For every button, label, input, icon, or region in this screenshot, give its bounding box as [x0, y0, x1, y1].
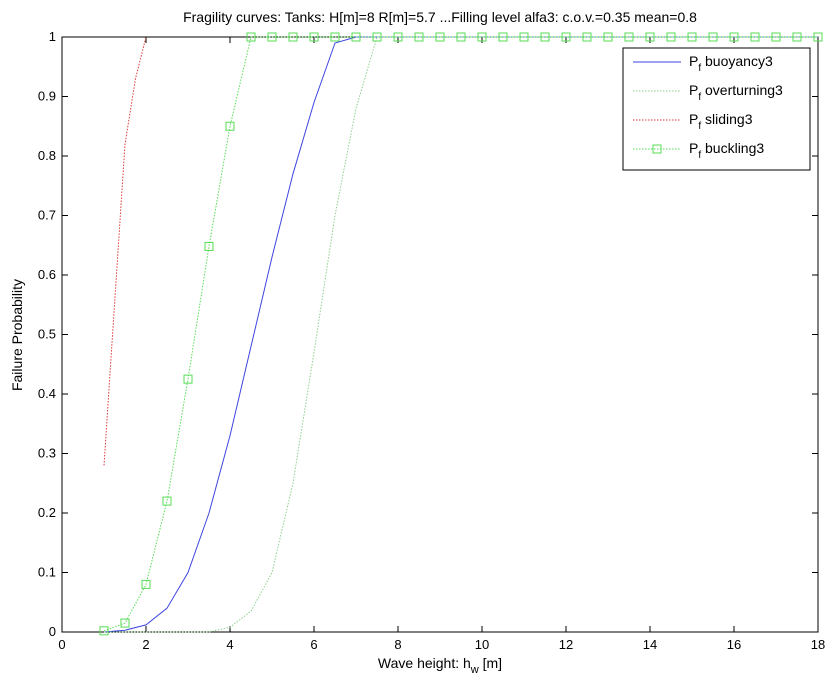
y-tick-label: 0.9: [38, 89, 56, 104]
data-point: [519, 32, 529, 42]
y-axis-label: Failure Probability: [9, 279, 25, 391]
data-point: [120, 618, 130, 628]
data-point: [813, 32, 823, 42]
legend-label: Pf overturning3: [689, 82, 783, 103]
series-1: [104, 36, 818, 633]
data-point: [708, 32, 718, 42]
legend-label: Pf buckling3: [689, 140, 764, 161]
legend-box: [622, 47, 811, 171]
data-point: [351, 32, 361, 42]
data-point: [687, 32, 697, 42]
legend-entry: Pf overturning3: [633, 82, 783, 103]
data-point: [771, 32, 781, 42]
series-2: [103, 36, 147, 466]
data-point: [246, 32, 256, 42]
data-point: [456, 32, 466, 42]
data-point: [183, 374, 193, 384]
data-point: [99, 626, 109, 636]
y-tick-label: 1: [49, 29, 56, 44]
legend-label: Pf buoyancy3: [689, 53, 773, 74]
x-tick-label: 8: [394, 637, 401, 652]
x-label-sub: w: [470, 664, 479, 676]
x-tick-label: 2: [142, 637, 149, 652]
x-tick-label: 14: [643, 637, 657, 652]
data-point: [624, 32, 634, 42]
data-point: [225, 121, 235, 131]
data-point: [330, 32, 340, 42]
y-tick-label: 0.3: [38, 446, 56, 461]
series-line: [103, 36, 818, 633]
data-point: [498, 32, 508, 42]
data-point: [288, 32, 298, 42]
y-tick-label: 0.7: [38, 208, 56, 223]
series-line: [103, 36, 147, 466]
data-point: [729, 32, 739, 42]
series-line: [104, 36, 818, 633]
data-point: [393, 32, 403, 42]
data-point: [792, 32, 802, 42]
data-point: [141, 579, 151, 589]
data-point: [414, 32, 424, 42]
data-point: [204, 241, 214, 251]
chart-title: Fragility curves: Tanks: H[m]=8 R[m]=5.7…: [183, 9, 697, 25]
x-label-unit: [m]: [479, 655, 502, 671]
data-point: [540, 32, 550, 42]
legend: Pf buoyancy3 Pf overturning3 Pf sliding3 Pf…: [622, 47, 811, 171]
y-tick-label: 0.6: [38, 267, 56, 282]
legend-entry: Pf sliding3: [633, 111, 753, 132]
x-axis-label: Wave height: hw [m]: [378, 655, 502, 676]
legend-entry: Pf buoyancy3: [633, 53, 773, 74]
data-point: [750, 32, 760, 42]
x-tick-label: 6: [310, 637, 317, 652]
series-layer: [99, 32, 823, 636]
x-tick-label: 12: [559, 637, 573, 652]
x-tick-label: 16: [727, 637, 741, 652]
data-point: [372, 32, 382, 42]
y-tick-label: 0.1: [38, 565, 56, 580]
data-point: [435, 32, 445, 42]
data-point: [645, 32, 655, 42]
y-axis-ticks: 0 0.1 0.2 0.3 0.4 0.5 0.6 0.7 0.8 0.9 1: [38, 29, 818, 639]
x-tick-label: 18: [811, 637, 825, 652]
x-tick-label: 10: [475, 637, 489, 652]
data-point: [582, 32, 592, 42]
y-tick-label: 0.8: [38, 148, 56, 163]
y-tick-label: 0.5: [38, 327, 56, 342]
x-tick-label: 4: [226, 637, 233, 652]
x-tick-label: 0: [58, 637, 65, 652]
series-line: [103, 36, 818, 632]
legend-entry: Pf buckling3: [633, 140, 764, 161]
y-tick-label: 0: [49, 624, 56, 639]
x-axis-ticks: 0 2 4 6 8 10 12 14 16 18: [58, 37, 825, 652]
data-point: [603, 32, 613, 42]
y-tick-label: 0.2: [38, 505, 56, 520]
data-point: [666, 32, 676, 42]
legend-label: Pf sliding3: [689, 111, 753, 132]
data-point: [267, 32, 277, 42]
series-3: [99, 32, 823, 636]
data-point: [561, 32, 571, 42]
data-point: [309, 32, 319, 42]
series-0: [103, 36, 818, 633]
legend-marker: [652, 144, 662, 154]
y-tick-label: 0.4: [38, 386, 56, 401]
x-label-main: Wave height: h: [378, 655, 471, 671]
data-point: [477, 32, 487, 42]
data-point: [162, 496, 172, 506]
